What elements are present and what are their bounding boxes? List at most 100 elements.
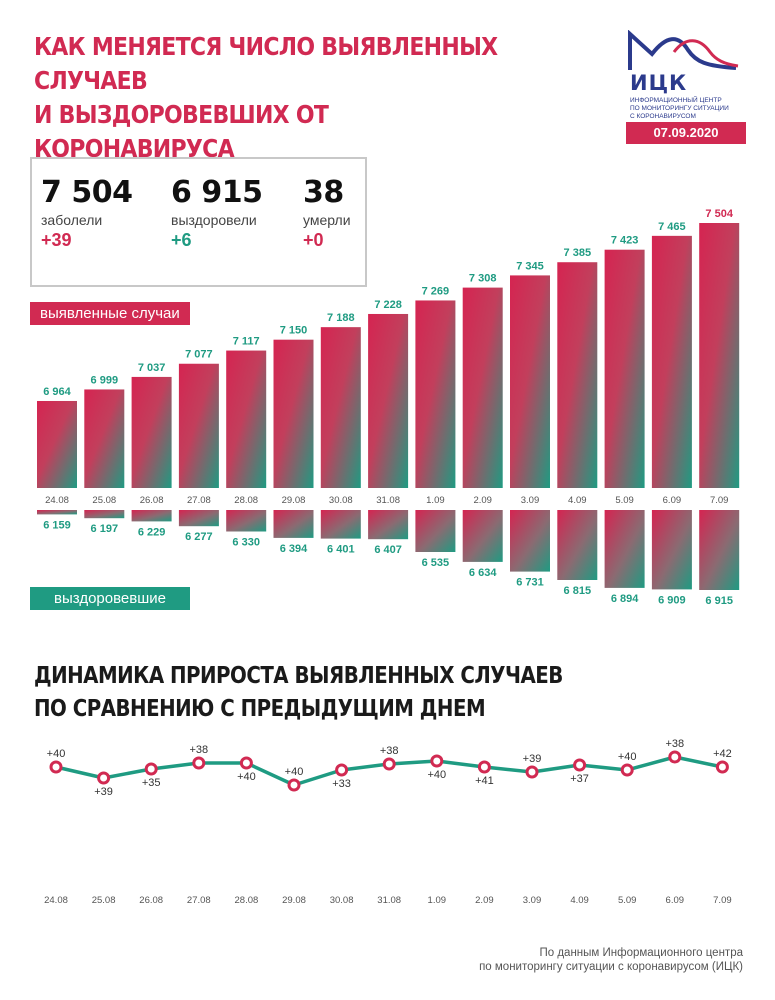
growth-date-label: 25.08: [92, 895, 116, 906]
growth-point: [192, 756, 206, 770]
cases-value-label: 7 228: [374, 299, 402, 311]
date-tick-label: 27.08: [187, 495, 211, 506]
logo-desc-line: ИНФОРМАЦИОННЫЙ ЦЕНТР: [630, 97, 722, 104]
cases-value-label: 7 465: [658, 221, 686, 233]
recovered-value-label: 6 159: [43, 519, 71, 531]
growth-point: [620, 763, 634, 777]
growth-line-chart: +40 24.08 +39 25.08 +35 26.08 +38 27.08 +40 28.08…: [44, 738, 732, 906]
logo-wave-icon: [628, 30, 739, 70]
growth-date-label: 6.09: [666, 895, 685, 906]
growth-date-label: 26.08: [139, 895, 163, 906]
recovered-legend-badge: выздоровевшие: [30, 587, 190, 610]
growth-title-line: ДИНАМИКА ПРИРОСТА ВЫЯВЛЕННЫХ СЛУЧАЕВ: [34, 663, 563, 689]
recovered-value-label: 6 394: [280, 543, 308, 555]
recovered-value-label: 6 407: [374, 544, 402, 556]
recovered-bar: [699, 510, 740, 590]
report-date: 07.09.2020: [626, 122, 746, 144]
cases-bar: [415, 300, 456, 488]
recovered-bar: [510, 510, 550, 572]
stat-recovered-delta: +6: [171, 230, 192, 250]
cases-value-label: 7 385: [564, 247, 592, 259]
growth-value-label: +39: [94, 786, 113, 798]
cases-value-label: 6 964: [43, 386, 71, 398]
growth-value-label: +38: [189, 744, 208, 756]
recovered-value-label: 6 535: [422, 557, 450, 569]
growth-point: [239, 756, 253, 770]
date-tick-label: 1.09: [426, 495, 445, 506]
cases-bar: [699, 223, 740, 488]
growth-point: [477, 760, 491, 774]
date-tick-label: 25.08: [92, 495, 116, 506]
growth-date-label: 5.09: [618, 895, 637, 906]
date-tick-label: 6.09: [663, 495, 682, 506]
stat-recovered-label: выздоровели: [171, 212, 257, 228]
growth-date-label: 28.08: [235, 895, 259, 906]
recovered-bar: [273, 510, 314, 538]
growth-point: [335, 763, 349, 777]
growth-point: [144, 762, 158, 776]
stat-cases: 7 504 заболели +39: [41, 175, 133, 251]
recovered-bar: [178, 510, 219, 527]
stat-recovered-value: 6 915: [171, 175, 263, 210]
recovered-bar: [604, 510, 645, 588]
growth-value-label: +38: [665, 738, 684, 750]
logo-desc-line: ПО МОНИТОРИНГУ СИТУАЦИИ: [630, 105, 729, 112]
cases-bars: 6 964 24.08 6 999 25.08 7 037 26.08 7 077 27.08…: [37, 208, 740, 506]
growth-date-label: 31.08: [377, 895, 401, 906]
cases-bar: [178, 363, 219, 488]
recovered-value-label: 6 731: [516, 577, 544, 589]
cases-bar: [510, 275, 550, 488]
cases-bar: [320, 327, 361, 488]
date-tick-label: 28.08: [234, 495, 258, 506]
growth-value-label: +40: [285, 766, 304, 778]
logo-description: ИНФОРМАЦИОННЫЙ ЦЕНТР ПО МОНИТОРИНГУ СИТУ…: [630, 97, 750, 121]
source-line: по мониторингу ситуации с коронавирусом …: [479, 961, 743, 973]
cases-value-label: 6 999: [91, 374, 119, 386]
cases-bar: [651, 235, 692, 488]
growth-date-label: 30.08: [330, 895, 354, 906]
cases-bar: [273, 339, 314, 488]
growth-value-label: +38: [380, 745, 399, 757]
stat-deaths-value: 38: [303, 175, 344, 210]
cases-bar: [462, 287, 503, 488]
logo-desc-line: С КОРОНАВИРУСОМ: [630, 113, 696, 120]
stat-deaths-label: умерли: [303, 212, 351, 228]
recovered-value-label: 6 634: [469, 567, 497, 579]
recovered-bar: [320, 510, 361, 539]
recovered-bar: [651, 510, 692, 590]
growth-point: [573, 758, 587, 772]
growth-date-label: 4.09: [570, 895, 589, 906]
growth-point: [715, 760, 729, 774]
growth-section-title: ДИНАМИКА ПРИРОСТА ВЫЯВЛЕННЫХ СЛУЧАЕВ ПО …: [34, 660, 567, 726]
growth-title-line: ПО СРАВНЕНИЮ С ПРЕДЫДУЩИМ ДНЕМ: [34, 696, 486, 722]
growth-date-label: 1.09: [428, 895, 447, 906]
growth-value-label: +40: [47, 748, 66, 760]
growth-point: [382, 757, 396, 771]
growth-point: [668, 750, 682, 764]
recovered-bar: [131, 510, 172, 522]
cases-bar: [557, 262, 598, 488]
growth-date-label: 7.09: [713, 895, 732, 906]
cases-bar: [131, 376, 172, 488]
stats-summary: 7 504 заболели +39 6 915 выздоровели +6 …: [30, 157, 367, 287]
recovered-bar: [415, 510, 456, 552]
cases-value-label: 7 037: [138, 362, 166, 374]
cases-bar: [37, 400, 77, 488]
growth-value-label: +40: [618, 751, 637, 763]
recovered-bar: [557, 510, 598, 580]
growth-value-label: +35: [142, 777, 161, 789]
growth-point: [525, 765, 539, 779]
growth-value-label: +40: [427, 769, 446, 781]
date-tick-label: 30.08: [329, 495, 353, 506]
growth-value-label: +40: [237, 771, 256, 783]
growth-value-label: +41: [475, 775, 494, 787]
logo-abbr: ИЦК: [630, 71, 688, 95]
title-line: КАК МЕНЯЕТСЯ ЧИСЛО ВЫЯВЛЕННЫХ СЛУЧАЕВ: [34, 32, 498, 95]
growth-date-label: 24.08: [44, 895, 68, 906]
growth-date-label: 2.09: [475, 895, 494, 906]
cases-value-label: 7 269: [422, 285, 450, 297]
date-tick-label: 29.08: [282, 495, 306, 506]
date-tick-label: 4.09: [568, 495, 587, 506]
date-tick-label: 26.08: [140, 495, 164, 506]
